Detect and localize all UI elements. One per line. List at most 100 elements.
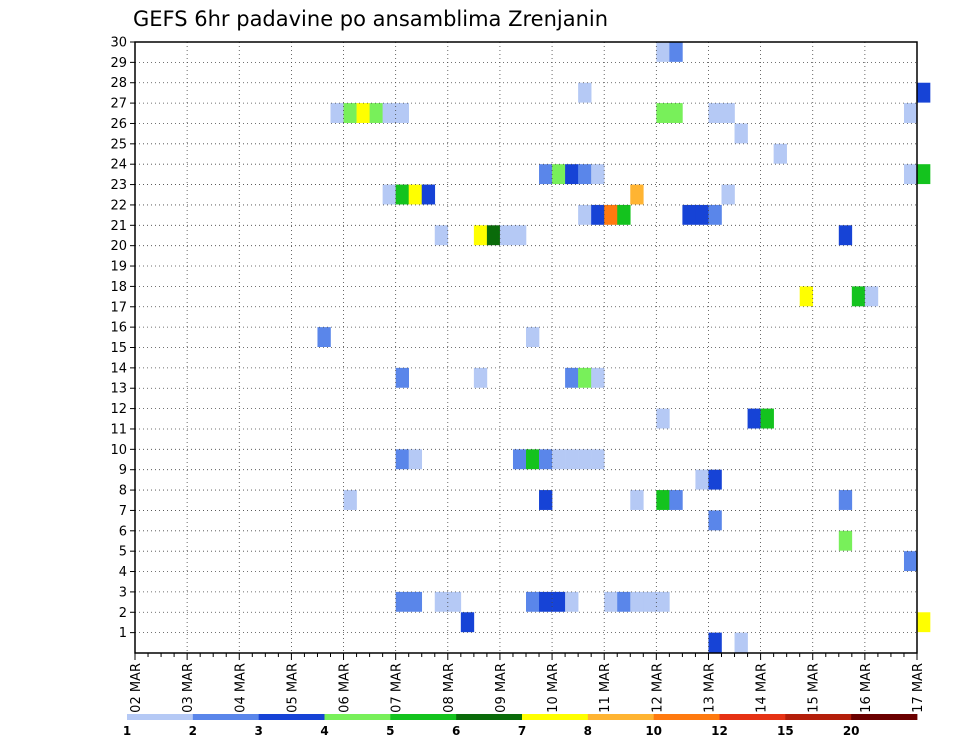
heatmap-cell (838, 225, 853, 246)
x-tick-label: 16 MAR (859, 663, 874, 713)
legend-swatch (258, 714, 325, 720)
heatmap-cell (695, 469, 709, 490)
heatmap-cell (708, 510, 722, 531)
heatmap-cell (552, 164, 566, 185)
y-tick-label: 15 (110, 341, 127, 356)
heatmap-cell (539, 591, 553, 612)
heatmap-cell (434, 225, 449, 246)
y-tick-label: 6 (119, 524, 127, 539)
heatmap-cell (591, 164, 605, 185)
heatmap-cell (421, 184, 436, 205)
heatmap-cell (408, 184, 423, 205)
heatmap-cell (408, 449, 423, 470)
heatmap-cell (565, 591, 579, 612)
legend-label: 20 (843, 724, 860, 738)
legend-label: 6 (452, 724, 460, 738)
y-tick-label: 11 (110, 422, 127, 437)
legend-label: 12 (711, 724, 728, 738)
heatmap-cell (591, 449, 605, 470)
y-tick-label: 21 (110, 219, 127, 234)
heatmap-cell (591, 367, 605, 388)
heatmap-cell (708, 204, 722, 225)
heatmap-cell (734, 123, 748, 144)
heatmap-cell (903, 164, 918, 185)
legend-swatch (390, 714, 457, 720)
legend-swatch (851, 714, 918, 720)
heatmap-cell (799, 286, 814, 307)
y-tick-label: 2 (119, 606, 127, 621)
heatmap-cell (539, 449, 553, 470)
heatmap-cell (917, 82, 931, 103)
heatmap-cell (669, 103, 683, 123)
y-tick-label: 25 (110, 137, 127, 152)
y-tick-label: 3 (119, 585, 127, 600)
heatmap-cell (708, 632, 722, 653)
heatmap-cell (382, 103, 396, 123)
x-axis: 02 MAR 03 MAR 04 MAR 05 MAR 06 MAR 07 MAR 08 M… (129, 653, 926, 713)
y-tick-label: 28 (110, 76, 127, 91)
legend-label: 15 (777, 724, 794, 738)
x-tick-label: 14 MAR (755, 663, 770, 713)
legend-label: 2 (189, 724, 197, 738)
heatmap-cell (656, 103, 670, 123)
heatmap-cell (903, 551, 918, 572)
x-tick-label: 13 MAR (702, 663, 717, 713)
heatmap-cell (539, 164, 553, 185)
x-tick-label: 09 MAR (494, 663, 509, 713)
heatmap-cell (708, 469, 722, 490)
heatmap-cell (369, 103, 383, 123)
y-tick-label: 23 (110, 178, 127, 193)
heatmap-cell (656, 490, 670, 510)
heatmap-cell (617, 591, 631, 612)
heatmap-cell (317, 327, 331, 347)
x-tick-label: 08 MAR (442, 663, 457, 713)
heatmap-cells (317, 42, 931, 653)
heatmap-cell (903, 103, 918, 123)
heatmap-cell (486, 225, 501, 246)
heatmap-cell (447, 591, 462, 612)
y-tick-label: 26 (110, 117, 127, 132)
heatmap-cell (473, 367, 488, 388)
legend-swatch (522, 714, 589, 720)
heatmap-cell (630, 184, 644, 205)
y-tick-label: 5 (119, 545, 127, 560)
heatmap-cell (408, 591, 423, 612)
legend-swatch (127, 714, 194, 720)
chart-title: GEFS 6hr padavine po ansamblima Zrenjani… (133, 7, 608, 31)
y-tick-label: 19 (110, 260, 127, 275)
heatmap-cell (747, 408, 761, 429)
legend-label: 4 (320, 724, 328, 738)
heatmap-cell (526, 327, 540, 347)
heatmap-cell (695, 204, 709, 225)
legend-label: 7 (518, 724, 526, 738)
heatmap-cell (512, 225, 527, 246)
x-tick-label: 03 MAR (181, 663, 196, 713)
heatmap-cell (643, 591, 657, 612)
legend-label: 10 (645, 724, 662, 738)
heatmap-cell (395, 591, 409, 612)
y-tick-label: 7 (119, 504, 127, 519)
y-tick-label: 12 (110, 402, 127, 417)
y-tick-label: 9 (119, 463, 127, 478)
heatmap-cell (343, 103, 357, 123)
legend-swatch (192, 714, 260, 720)
y-tick-label: 8 (119, 484, 127, 499)
heatmap-cell (526, 591, 540, 612)
heatmap-cell (330, 103, 344, 123)
y-tick-label: 13 (110, 382, 127, 397)
heatmap-cell (539, 490, 553, 510)
heatmap-cell (565, 164, 579, 185)
heatmap-cell (460, 612, 475, 633)
heatmap-cell (473, 225, 488, 246)
heatmap-cell (630, 490, 644, 510)
grid-lines (135, 41, 917, 653)
heatmap-cell (917, 612, 931, 633)
heatmap-cell (656, 42, 670, 62)
y-tick-label: 4 (119, 565, 127, 580)
heatmap-cell (565, 449, 579, 470)
heatmap-cell (499, 225, 514, 246)
heatmap-cell (851, 286, 866, 307)
heatmap-cell (552, 449, 566, 470)
legend-label: 8 (584, 724, 592, 738)
heatmap-cell (760, 408, 774, 429)
